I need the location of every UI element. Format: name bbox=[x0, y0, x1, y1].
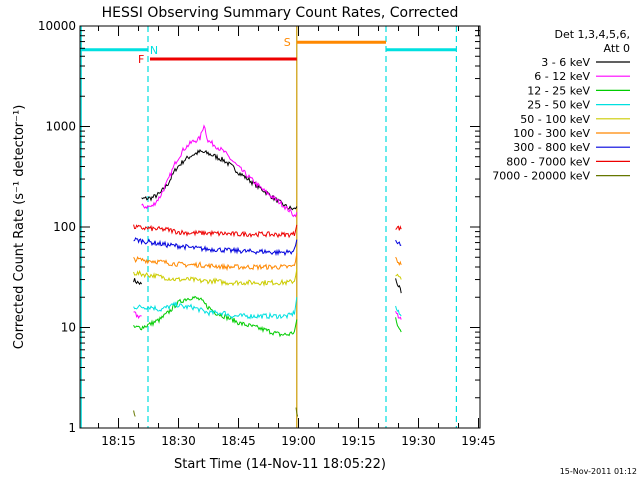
series-8-segment-1 bbox=[295, 407, 299, 417]
series-1-segment-2 bbox=[395, 311, 402, 320]
series-0-segment-2 bbox=[395, 278, 402, 294]
span-label-N: N bbox=[150, 44, 158, 57]
legend-header-line-2: Att 0 bbox=[604, 42, 630, 55]
plot-area: NF S bbox=[80, 26, 457, 428]
legend-label-8: 7000 - 20000 keV bbox=[492, 170, 590, 183]
series-6-segment-0 bbox=[133, 237, 298, 257]
series-1-segment-1 bbox=[141, 124, 298, 218]
plot-frame bbox=[79, 25, 481, 429]
x-tick-label: 18:30 bbox=[161, 434, 196, 448]
timestamp: 15-Nov-2011 01:12 bbox=[560, 467, 637, 476]
legend-label-3: 25 - 50 keV bbox=[527, 99, 590, 112]
series-4-segment-0 bbox=[133, 269, 298, 287]
series-0-segment-1 bbox=[141, 149, 298, 211]
legend-label-4: 50 - 100 keV bbox=[520, 113, 590, 126]
series-4-segment-1 bbox=[395, 273, 402, 280]
series-2-segment-0 bbox=[133, 295, 298, 338]
x-tick-label: 19:15 bbox=[341, 434, 376, 448]
span-label-S: S bbox=[284, 36, 291, 49]
legend-label-5: 100 - 300 keV bbox=[513, 127, 590, 140]
series-6-segment-1 bbox=[395, 239, 402, 247]
series-7-segment-0 bbox=[133, 224, 298, 239]
span-label-F: F bbox=[138, 53, 144, 66]
y-tick-label: 10 bbox=[61, 321, 76, 335]
series-1-segment-0 bbox=[133, 311, 142, 320]
legend-label-7: 800 - 7000 keV bbox=[506, 155, 590, 168]
series-0-segment-0 bbox=[133, 278, 143, 286]
x-tick-label: 19:30 bbox=[401, 434, 436, 448]
series-3-segment-0 bbox=[133, 297, 298, 320]
series-8-segment-0 bbox=[133, 410, 136, 417]
legend-header-line-1: Det 1,3,4,5,6, bbox=[554, 28, 630, 41]
x-tick-label: 18:45 bbox=[221, 434, 256, 448]
y-tick-label: 100 bbox=[53, 220, 76, 234]
y-tick-label: 1 bbox=[68, 421, 76, 435]
x-axis-label: Start Time (14-Nov-11 18:05:22) bbox=[174, 457, 386, 472]
legend-label-2: 12 - 25 keV bbox=[527, 84, 590, 97]
series-2-segment-1 bbox=[395, 317, 402, 333]
y-axis-label: Corrected Count Rate (s⁻¹ detector⁻¹) bbox=[12, 105, 27, 350]
y-tick-label: 10000 bbox=[38, 19, 76, 33]
series-7-segment-1 bbox=[395, 225, 402, 231]
y-tick-label: 1000 bbox=[45, 120, 76, 134]
axes: 18:15 18:30 18:45 19:00 19:15 19:30 19:45 1 10 10… bbox=[38, 19, 496, 448]
series-5-segment-1 bbox=[395, 256, 402, 267]
x-tick-label: 18:15 bbox=[101, 434, 136, 448]
series-3-segment-1 bbox=[395, 305, 402, 317]
legend-label-6: 300 - 800 keV bbox=[513, 141, 590, 154]
series-5-segment-0 bbox=[133, 253, 298, 272]
x-tick-label: 19:00 bbox=[281, 434, 316, 448]
legend-label-0: 3 - 6 keV bbox=[541, 56, 590, 69]
chart-title: HESSI Observing Summary Count Rates, Cor… bbox=[102, 5, 459, 21]
x-tick-label: 19:45 bbox=[461, 434, 496, 448]
legend-label-1: 6 - 12 keV bbox=[534, 70, 590, 83]
